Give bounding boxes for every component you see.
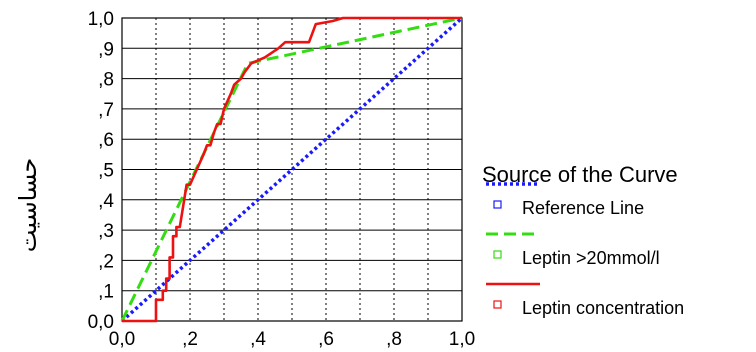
x-tick-label: ,4 [250, 329, 266, 350]
y-tick-label: ,2 [98, 251, 114, 272]
x-tick-label: ,6 [318, 329, 334, 350]
grid [122, 18, 462, 321]
y-tick-label: ,9 [98, 39, 114, 60]
x-tick-label: 1,0 [449, 329, 475, 350]
legend-label-leptin-20mmol-l: Leptin >20mmol/l [522, 248, 660, 268]
y-tick-label: 0,0 [88, 312, 114, 333]
x-tick-label: ,2 [182, 329, 198, 350]
legend-label-reference-line: Reference Line [522, 198, 644, 218]
plot-frame [121, 17, 463, 322]
legend-marker-reference-line [493, 200, 502, 209]
y-tick-label: ,4 [98, 191, 114, 212]
x-tick-label: 0,0 [109, 329, 135, 350]
y-tick-label: 1,0 [88, 9, 114, 30]
y-tick-label: ,6 [98, 130, 114, 151]
y-tick-label: ,7 [98, 100, 114, 121]
series-line-reference-line [120, 16, 464, 323]
legend-marker-leptin-concentration [493, 300, 502, 309]
legend: Reference Line Leptin >20mmol/l Leptin con… [486, 182, 684, 318]
y-tick-label: ,1 [98, 282, 114, 303]
x-tick-label: ,8 [386, 329, 402, 350]
legend-title: Source of the Curve [482, 162, 678, 187]
y-axis-label: حساسیت [15, 158, 42, 252]
legend-label-leptin-concentration: Leptin concentration [522, 298, 684, 318]
y-tick-label: ,8 [98, 70, 114, 91]
y-tick-label: ,5 [98, 161, 114, 182]
y-tick-label: ,3 [98, 221, 114, 242]
series-line-leptin-concentration [122, 16, 462, 323]
legend-marker-leptin-20mmol-l [493, 250, 502, 259]
series-line-leptin-20mmol-l [120, 16, 463, 322]
tick-layer: 0,0 ,1 ,2 ,3 ,4 ,5 ,6 ,7 ,8 ,9 1,0 0,0 ,2 ,4 ,6 ,8 1,0 [88, 9, 476, 350]
series-layer [120, 16, 464, 323]
